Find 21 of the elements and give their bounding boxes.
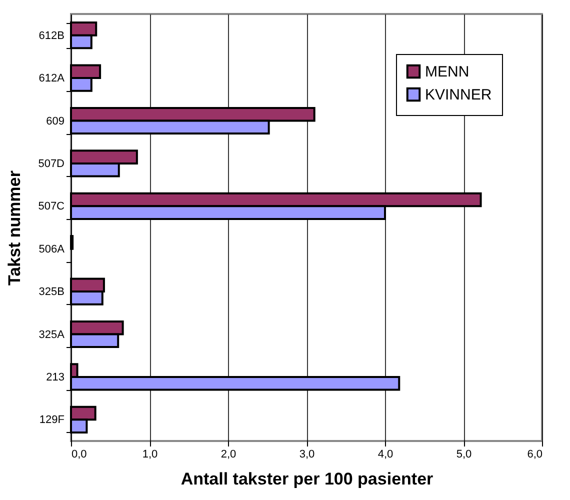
y-tick-label: 213 [46,371,64,384]
y-tick-label: 612A [38,72,66,85]
legend-label: MENN [425,64,470,80]
x-tick-label: 3,0 [299,448,315,460]
y-tick-label: 507C [38,200,65,213]
y-tick-label: 325B [38,286,64,298]
y-tick-label: 609 [46,115,64,128]
y-axis-title: Takst nummer [5,170,24,286]
x-tick-label: 2,0 [220,448,236,460]
y-tick-label: 129F [39,414,65,426]
y-tick-label: 507D [38,158,65,170]
x-tick-label: 6,0 [527,448,542,460]
y-tick-label: 612B [38,30,64,42]
legend-label: KVINNER [425,86,492,104]
x-tick-label: 4,0 [378,448,394,460]
y-tick-label: 325A [38,328,66,341]
x-tick-label: 5,0 [456,448,472,460]
y-tick-label: 506A [38,243,66,256]
x-tick-label: 0,0 [72,448,87,460]
x-tick-label: 1,0 [142,448,158,460]
x-axis-title: Antall takster per 100 pasienter [180,470,434,488]
